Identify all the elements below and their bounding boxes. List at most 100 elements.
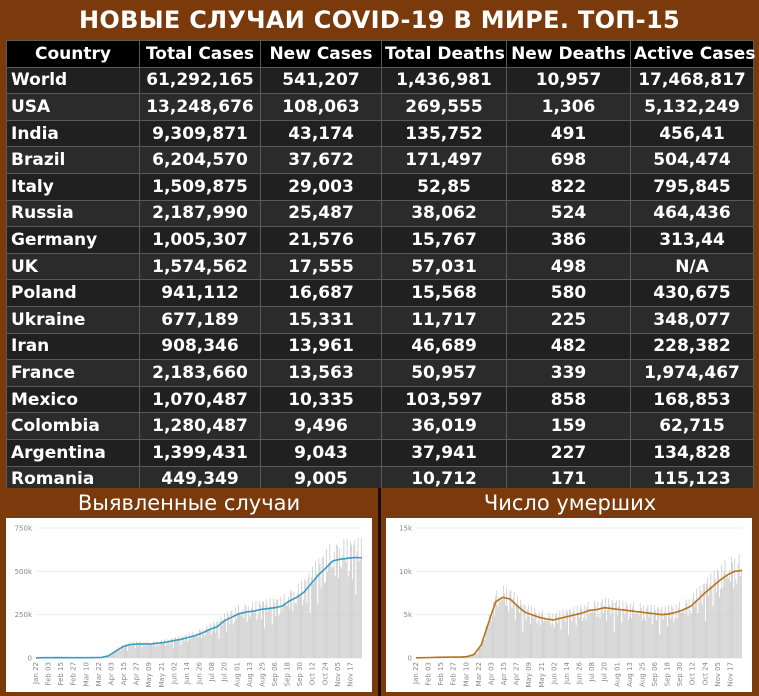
- daily-bar: [568, 635, 569, 658]
- daily-bar: [131, 643, 133, 658]
- daily-bar: [702, 583, 704, 658]
- daily-bar: [238, 605, 239, 658]
- cell-new-deaths: 10,957: [506, 66, 631, 95]
- daily-bar: [334, 575, 336, 658]
- daily-bar: [533, 618, 535, 658]
- daily-bar: [476, 653, 478, 658]
- daily-bar: [288, 596, 289, 658]
- daily-bar: [693, 593, 694, 658]
- daily-bar: [723, 571, 725, 658]
- daily-bar: [573, 606, 575, 658]
- daily-bar: [510, 589, 512, 658]
- daily-bar: [253, 612, 255, 658]
- daily-bar: [340, 565, 342, 658]
- daily-bar: [674, 617, 676, 658]
- daily-bar: [614, 602, 616, 658]
- daily-bar: [193, 636, 195, 658]
- daily-bar: [337, 545, 338, 658]
- daily-bar: [206, 625, 208, 658]
- daily-bar: [201, 638, 202, 658]
- daily-bar: [302, 605, 303, 658]
- daily-bar: [725, 578, 727, 658]
- daily-bar: [643, 605, 644, 658]
- daily-bar: [119, 650, 121, 658]
- daily-bar: [556, 612, 557, 658]
- daily-bar: [737, 563, 739, 658]
- daily-bar: [475, 651, 477, 658]
- daily-bar: [576, 605, 578, 658]
- daily-bar: [668, 605, 669, 658]
- x-tick-label: Nov 05: [334, 662, 342, 687]
- daily-bar: [202, 629, 204, 658]
- cell-total-cases: 9,309,871: [139, 119, 261, 148]
- y-tick-label: 15k: [399, 525, 413, 533]
- x-tick-label: May 21: [538, 662, 546, 688]
- daily-bar: [281, 610, 283, 658]
- daily-bar: [122, 645, 124, 658]
- daily-bar: [480, 648, 481, 658]
- cell-total-deaths: 36,019: [381, 412, 507, 440]
- daily-bar: [484, 639, 486, 658]
- daily-bar: [231, 611, 233, 658]
- daily-bar: [473, 654, 475, 658]
- table-row: Argentina 1,399,431 9,043 37,941 227 134,828: [6, 438, 754, 467]
- daily-bar: [521, 604, 523, 658]
- daily-bar: [559, 610, 561, 658]
- cell-new-cases: 9,043: [260, 438, 382, 467]
- daily-bar: [560, 629, 562, 658]
- cell-new-deaths: 858: [506, 385, 631, 414]
- x-tick-label: Jul 20: [601, 662, 609, 683]
- daily-bar: [246, 621, 248, 658]
- daily-bar: [316, 573, 318, 658]
- cell-new-deaths: 698: [506, 146, 631, 174]
- y-tick-label: 250k: [15, 611, 33, 619]
- daily-bar: [548, 611, 550, 658]
- daily-bar: [512, 598, 514, 658]
- daily-bar: [720, 589, 722, 658]
- daily-bar: [507, 605, 509, 658]
- cell-new-deaths: 822: [506, 172, 631, 201]
- daily-bar: [736, 584, 738, 658]
- table-row: Germany 1,005,307 21,576 15,767 386 313,44: [6, 226, 754, 254]
- daily-bar: [672, 607, 674, 658]
- x-tick-label: Sep 06: [651, 661, 659, 686]
- daily-bar: [617, 615, 618, 658]
- daily-bar: [694, 606, 695, 658]
- daily-bar: [574, 616, 576, 658]
- daily-bar: [175, 637, 176, 658]
- daily-bar: [471, 654, 473, 658]
- daily-bar: [354, 540, 356, 658]
- x-tick-label: Aug 01: [233, 662, 241, 687]
- cell-total-deaths: 11,717: [381, 305, 507, 334]
- cases-chart-title: Выявленные случаи: [0, 488, 378, 518]
- daily-bar: [325, 582, 326, 658]
- daily-bar: [565, 609, 567, 658]
- cell-active-cases: N/A: [630, 252, 754, 281]
- daily-bar: [545, 620, 547, 658]
- daily-bar: [707, 577, 708, 658]
- daily-bar: [307, 577, 309, 658]
- daily-bar: [717, 568, 718, 658]
- daily-bar: [714, 578, 716, 658]
- cell-total-cases: 13,248,676: [139, 93, 261, 121]
- daily-bar: [739, 575, 741, 658]
- daily-bar: [645, 620, 647, 658]
- cell-country: Ukraine: [6, 305, 140, 334]
- daily-bar: [134, 648, 136, 658]
- daily-bar: [613, 631, 615, 658]
- daily-bar: [589, 609, 591, 658]
- daily-bar: [158, 645, 160, 658]
- cell-active-cases: 504,474: [630, 146, 754, 174]
- daily-bar: [150, 644, 151, 658]
- daily-bar: [562, 609, 564, 658]
- daily-bar: [129, 642, 131, 658]
- daily-bar: [335, 544, 337, 658]
- daily-bar: [536, 623, 538, 658]
- daily-bar: [596, 616, 598, 658]
- daily-bar: [495, 595, 497, 658]
- daily-bar: [644, 617, 645, 658]
- daily-bar: [588, 614, 590, 658]
- cell-total-cases: 677,189: [139, 305, 261, 334]
- daily-bar: [262, 602, 263, 658]
- daily-bar: [538, 611, 540, 658]
